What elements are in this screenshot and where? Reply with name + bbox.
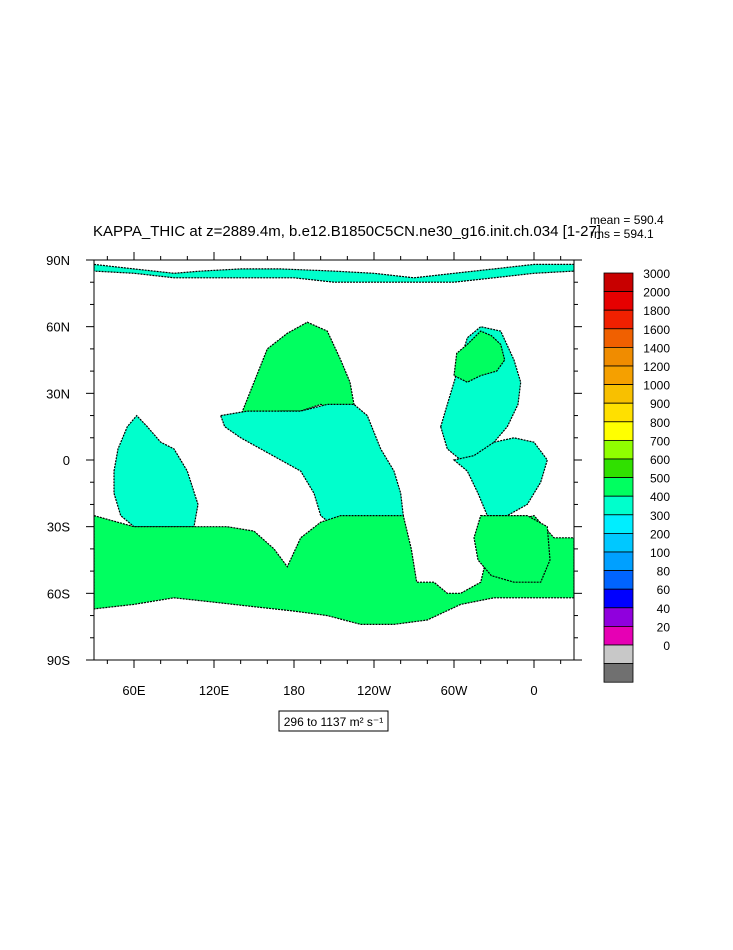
region-north-pacific (239, 321, 355, 417)
chart-title: KAPPA_THIC at z=2889.4m, b.e12.B1850C5CN… (93, 223, 601, 240)
x-tick-label: 120W (357, 683, 392, 698)
colorbar-swatch (603, 384, 634, 404)
colorbar-swatch (603, 644, 634, 665)
mean-label: mean = 590.4 (590, 213, 664, 227)
x-tick-label: 0 (530, 683, 537, 698)
y-tick-label: 30N (46, 386, 70, 401)
axes-layer: 60E 120E 180 120W 60W 0 90N 60N 30N 0 30S 60S 90S (46, 252, 582, 698)
colorbar-swatch (603, 495, 634, 516)
range-label-box: 296 to 1137 m² s⁻¹ (278, 710, 389, 732)
colorbar-label: 60 (657, 583, 671, 597)
region-indian-ocean (113, 414, 199, 528)
y-tick-label: 90S (47, 653, 70, 668)
region-arctic (94, 263, 574, 283)
colorbar-swatch (603, 439, 634, 460)
x-tick-label: 180 (283, 683, 305, 698)
colorbar-label: 800 (650, 416, 670, 430)
colorbar-swatch (603, 309, 634, 330)
colorbar-label: 20 (657, 620, 671, 634)
colorbar-swatch (603, 365, 634, 386)
map-layer (94, 263, 574, 626)
y-tick-label: 60N (46, 320, 70, 335)
y-tick-label: 0 (63, 453, 70, 468)
colorbar-label: 200 (650, 527, 670, 541)
colorbar-swatch (603, 402, 634, 423)
colorbar-swatch (603, 533, 634, 553)
region-north-atlantic-subpolar (453, 330, 506, 383)
colorbar-swatch (603, 626, 634, 646)
colorbar-swatch (603, 514, 634, 534)
colorbar-label: 1800 (643, 304, 670, 318)
colorbar-label: 700 (650, 434, 670, 448)
colorbar-label: 500 (650, 472, 670, 486)
colorbar-label: 40 (657, 602, 671, 616)
colorbar-swatch (603, 551, 634, 572)
colorbar-label: 400 (650, 490, 670, 504)
colorbar-label: 1600 (643, 323, 670, 337)
colorbar-label: 0 (663, 639, 670, 653)
colorbar-label: 900 (650, 397, 670, 411)
colorbar-label: 2000 (643, 286, 670, 300)
colorbar-swatch (603, 663, 634, 683)
colorbar-swatch (603, 570, 634, 590)
colorbar: 3000200018001600140012001000900800700600… (603, 267, 671, 683)
y-tick-label: 60S (47, 586, 70, 601)
colorbar-label: 1200 (643, 360, 670, 374)
colorbar-label: 300 (650, 509, 670, 523)
colorbar-swatch (603, 421, 634, 441)
colorbar-swatch (603, 346, 634, 367)
colorbar-label: 80 (657, 565, 671, 579)
x-tick-label: 60W (441, 683, 468, 698)
x-tick-label: 60E (122, 683, 145, 698)
range-label: 296 to 1137 m² s⁻¹ (284, 715, 384, 729)
colorbar-label: 3000 (643, 267, 670, 281)
colorbar-label: 100 (650, 546, 670, 560)
region-south-atlantic-basin (473, 514, 551, 583)
colorbar-swatch (603, 607, 634, 627)
colorbar-swatch (603, 477, 634, 497)
region-tropical-atlantic (452, 437, 548, 517)
y-tick-label: 90N (46, 253, 70, 268)
rms-label: rms = 594.1 (590, 227, 654, 241)
colorbar-swatch (603, 328, 634, 348)
colorbar-swatch (603, 291, 634, 311)
y-tick-label: 30S (47, 520, 70, 535)
colorbar-label: 600 (650, 453, 670, 467)
colorbar-swatch (603, 272, 634, 293)
colorbar-swatch (603, 458, 634, 479)
region-tropical-pacific (219, 403, 404, 528)
colorbar-label: 1000 (643, 379, 670, 393)
colorbar-label: 1400 (643, 341, 670, 355)
x-tick-label: 120E (199, 683, 230, 698)
colorbar-swatch (603, 588, 634, 609)
